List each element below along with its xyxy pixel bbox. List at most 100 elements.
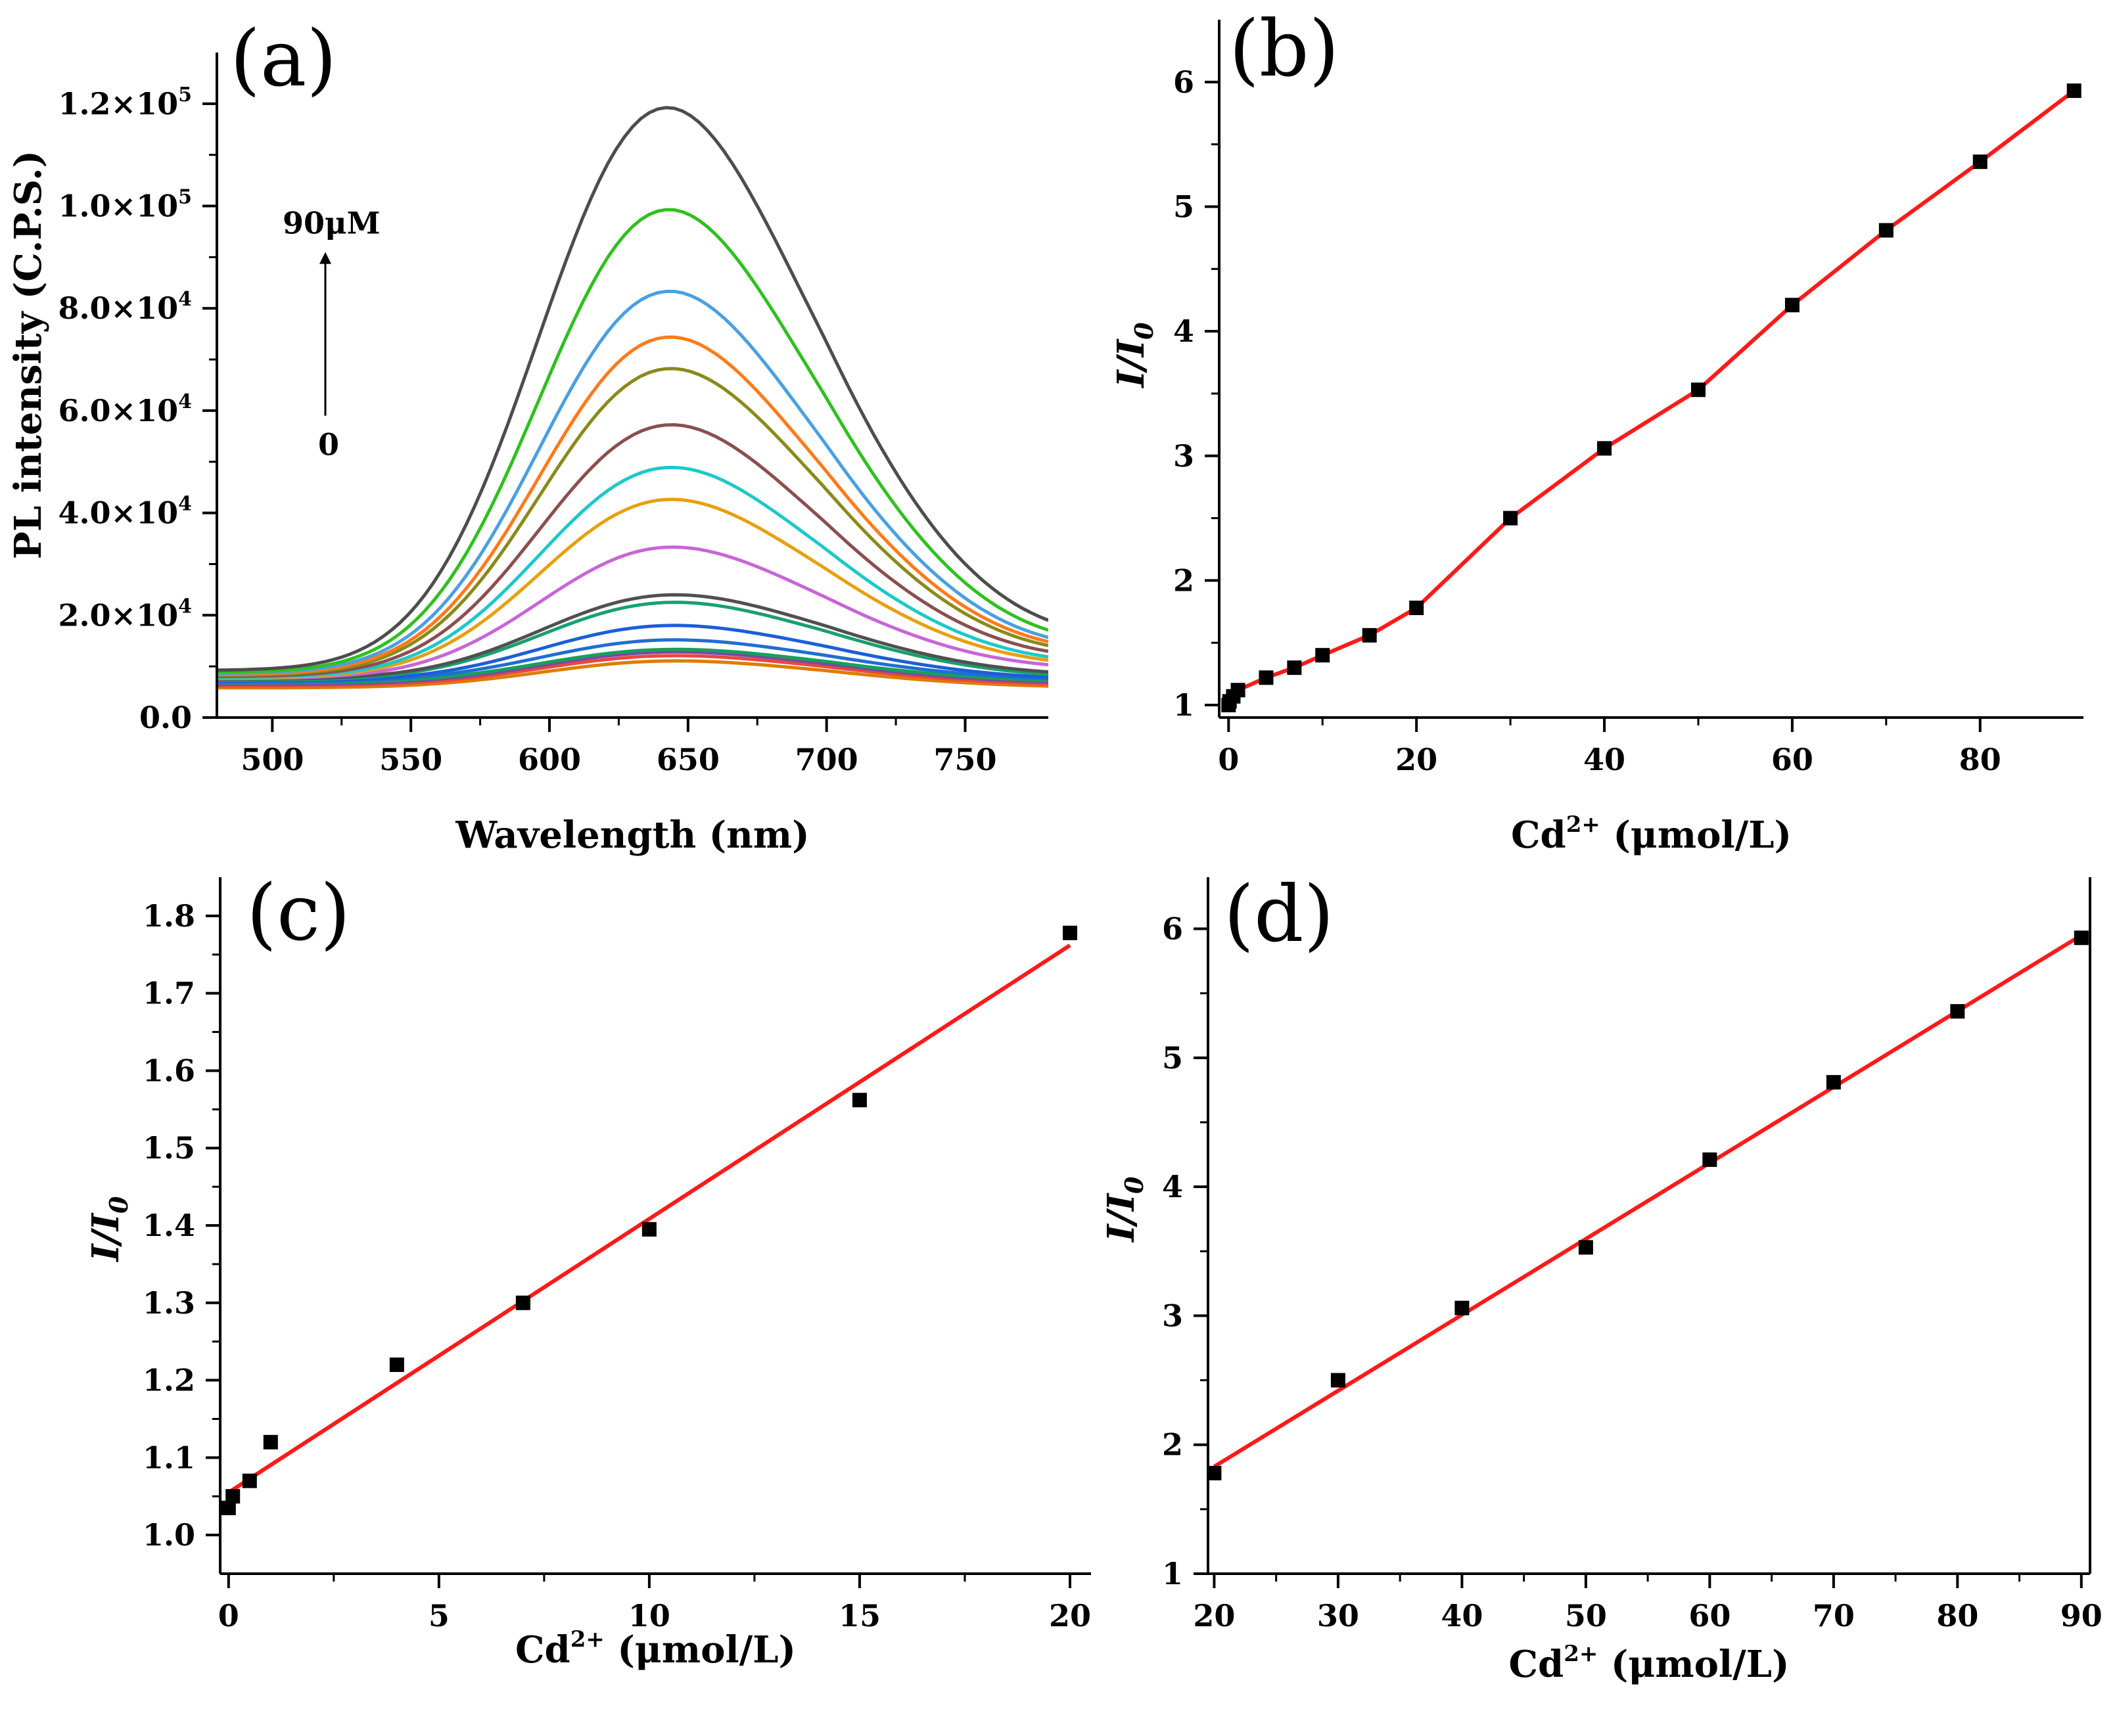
x-tick-label: 0 bbox=[1218, 742, 1239, 777]
spectrum-curve bbox=[217, 465, 1048, 679]
spectrum-curve bbox=[217, 593, 1048, 681]
data-point bbox=[389, 1358, 404, 1372]
x-tick-label: 0 bbox=[218, 1598, 239, 1633]
data-point bbox=[1287, 660, 1302, 675]
annotation-bottom: 0 bbox=[318, 427, 339, 463]
data-point bbox=[1826, 1075, 1841, 1090]
data-point bbox=[1950, 1004, 1965, 1019]
data-point bbox=[1972, 154, 1987, 170]
y-tick-label: 3 bbox=[1162, 1298, 1183, 1333]
y-tick-label: 1.2 bbox=[143, 1363, 195, 1398]
x-tick-label: 80 bbox=[1959, 742, 2001, 777]
data-point bbox=[1578, 1240, 1593, 1255]
x-axis-label: Cd2+ (μmol/L) bbox=[515, 1626, 796, 1672]
annotation-top: 90μM bbox=[283, 206, 381, 241]
spectra-group bbox=[217, 106, 1048, 690]
spectrum-curve bbox=[217, 624, 1048, 683]
trend-arrow-head bbox=[319, 252, 331, 264]
x-tick-label: 60 bbox=[1688, 1598, 1731, 1633]
spectrum-curve bbox=[217, 545, 1048, 681]
x-tick-label: 80 bbox=[1936, 1598, 1978, 1633]
data-point bbox=[1315, 648, 1330, 663]
y-tick-label: 1 bbox=[1173, 687, 1194, 723]
y-tick-label: 1.4 bbox=[143, 1208, 195, 1243]
panel-label: (c) bbox=[246, 867, 350, 958]
x-tick-label: 40 bbox=[1583, 742, 1625, 777]
panel-b: 0 20 40 60 80 1 2 3 4 5 6 Cd2+ (μmol/L) I/I0 (b) bbox=[1109, 3, 2083, 857]
x-tick-label: 15 bbox=[839, 1598, 881, 1633]
spectrum-curve bbox=[217, 208, 1048, 674]
panel-d: 20 30 40 50 60 70 80 90 1 2 3 4 5 6 Cd2+ (μmol/L) I/I0 (… bbox=[1100, 869, 2103, 1686]
y-tick-label: 5 bbox=[1162, 1040, 1183, 1076]
y-tick-label: 1.6 bbox=[143, 1053, 195, 1088]
x-tick-label: 20 bbox=[1395, 742, 1437, 777]
data-point bbox=[221, 1500, 236, 1515]
data-point bbox=[1784, 298, 1800, 313]
y-tick-label: 1.3 bbox=[143, 1285, 195, 1321]
spectrum-curve bbox=[217, 290, 1048, 675]
data-point bbox=[2074, 930, 2089, 946]
spectrum-curve bbox=[217, 423, 1048, 678]
y-tick-label: 2 bbox=[1173, 562, 1194, 598]
y-tick-label: 2 bbox=[1162, 1427, 1183, 1463]
data-point bbox=[1207, 1465, 1222, 1480]
data-point bbox=[1597, 441, 1612, 456]
y-axis-label: I/I0 bbox=[1100, 1176, 1149, 1243]
x-tick-label: 10 bbox=[628, 1598, 670, 1633]
panel-label: (b) bbox=[1229, 3, 1339, 94]
data-point bbox=[225, 1489, 241, 1504]
spectrum-curve bbox=[217, 367, 1048, 677]
spectrum-curve bbox=[217, 106, 1048, 672]
y-tick-label: 3 bbox=[1173, 438, 1194, 474]
data-point bbox=[515, 1295, 530, 1310]
x-axis-label: Wavelength (nm) bbox=[455, 813, 809, 857]
data-point bbox=[1330, 1373, 1345, 1388]
x-tick-label: 30 bbox=[1317, 1598, 1359, 1633]
y-tick-label: 0.0 bbox=[139, 700, 192, 735]
x-axis-label: Cd2+ (μmol/L) bbox=[1508, 1641, 1789, 1686]
spectrum-curve bbox=[217, 659, 1048, 690]
data-point bbox=[2066, 83, 2081, 99]
panel-a: 500 550 600 650 700 750 0.0 2.0×104 4.0×104 6.0×1… bbox=[7, 13, 1048, 857]
data-point bbox=[1362, 628, 1377, 643]
x-tick-label: 5 bbox=[429, 1598, 450, 1633]
y-axis-label: PL intensity (C.P.S.) bbox=[7, 150, 50, 559]
x-axis-label: Cd2+ (μmol/L) bbox=[1511, 811, 1792, 857]
y-axis-label: I/I0 bbox=[84, 1196, 133, 1263]
y-tick-label: 5 bbox=[1173, 189, 1194, 224]
data-point bbox=[1230, 683, 1245, 698]
x-tick-label: 750 bbox=[933, 742, 996, 777]
data-point bbox=[852, 1093, 867, 1108]
y-tick-label: 8.0×104 bbox=[58, 288, 192, 326]
y-tick-label: 6 bbox=[1173, 64, 1194, 100]
y-tick-label: 2.0×104 bbox=[58, 595, 192, 633]
x-tick-label: 40 bbox=[1441, 1598, 1483, 1633]
data-point bbox=[1409, 601, 1424, 616]
data-point bbox=[1062, 925, 1077, 940]
fit-line bbox=[227, 944, 1071, 1494]
x-tick-label: 90 bbox=[2060, 1598, 2103, 1633]
panel-label: (a) bbox=[230, 13, 337, 104]
y-tick-label: 4 bbox=[1162, 1169, 1183, 1204]
x-tick-label: 700 bbox=[795, 742, 858, 777]
x-tick-label: 20 bbox=[1049, 1598, 1091, 1633]
x-tick-label: 60 bbox=[1771, 742, 1813, 777]
y-tick-label: 1.2×105 bbox=[58, 83, 192, 122]
x-tick-label: 600 bbox=[518, 742, 581, 777]
data-point bbox=[641, 1222, 657, 1237]
fit-line bbox=[1213, 933, 2083, 1469]
y-tick-label: 1.5 bbox=[143, 1130, 195, 1166]
x-tick-label: 550 bbox=[379, 742, 442, 777]
data-point bbox=[263, 1434, 278, 1450]
y-tick-label: 1.7 bbox=[143, 976, 195, 1011]
data-point bbox=[1259, 670, 1274, 685]
x-tick-label: 500 bbox=[241, 742, 304, 777]
connecting-line bbox=[1226, 89, 2076, 706]
data-point bbox=[1503, 511, 1518, 526]
data-point bbox=[1878, 223, 1894, 238]
y-tick-label: 1 bbox=[1162, 1556, 1183, 1591]
x-tick-label: 50 bbox=[1565, 1598, 1607, 1633]
y-tick-label: 4.0×104 bbox=[58, 493, 192, 531]
y-tick-label: 6.0×104 bbox=[58, 390, 192, 428]
